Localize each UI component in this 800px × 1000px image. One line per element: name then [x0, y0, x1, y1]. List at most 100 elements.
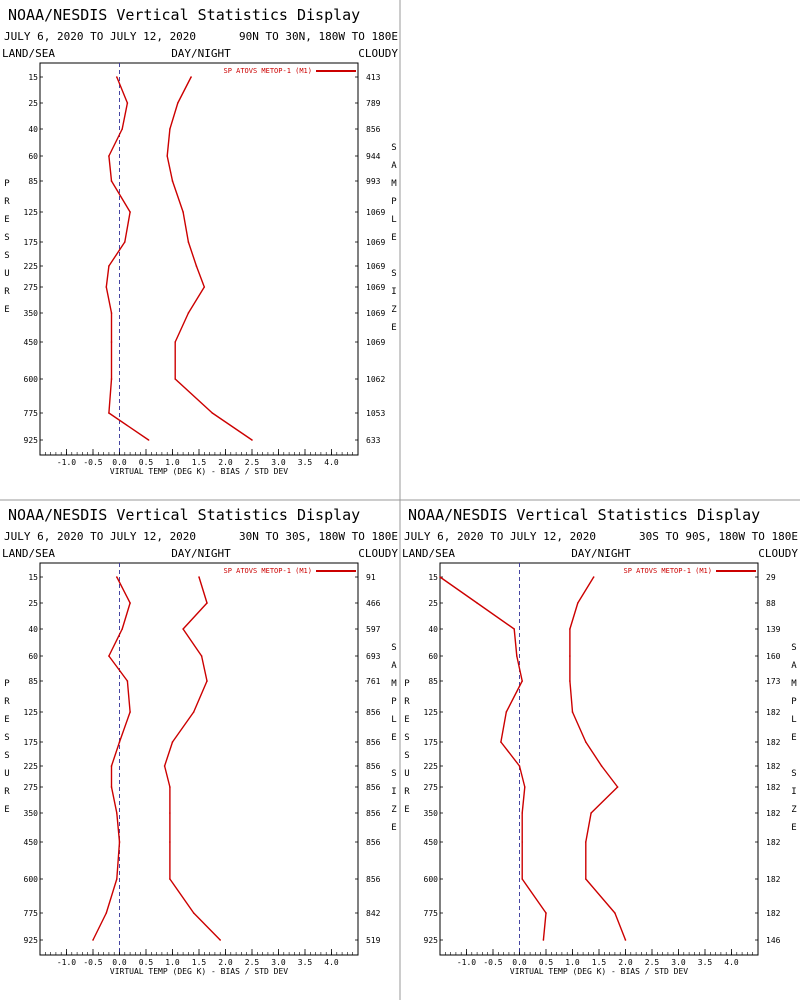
data-point-bias	[108, 655, 110, 657]
sample-size-label: 182	[766, 738, 781, 747]
land-sea-label: LAND/SEA	[2, 47, 55, 60]
y2-axis-label-letter: E	[391, 733, 396, 743]
x-tick-label: -0.5	[483, 958, 502, 967]
pressure-level-label: 775	[424, 909, 439, 918]
x-tick-label: -1.0	[57, 958, 76, 967]
data-point-bias	[105, 912, 108, 914]
data-point-bias	[108, 412, 110, 414]
data-point-bias	[476, 602, 478, 604]
y2-axis-label-letter: S	[391, 643, 396, 653]
pressure-level-label: 40	[428, 625, 438, 634]
y2-axis-label-letter: I	[391, 787, 396, 797]
y2-axis-label-letter: M	[391, 179, 397, 189]
y2-axis-label-letter: E	[391, 823, 396, 833]
data-point-bias	[116, 878, 118, 880]
x-tick-label: 4.0	[324, 958, 339, 967]
sample-size-label: 856	[366, 875, 381, 884]
data-point-bias	[524, 786, 526, 788]
day-night-label: DAY/NIGHT	[171, 47, 231, 60]
sample-size-label: 88	[766, 599, 776, 608]
data-point-std-dev	[251, 439, 253, 441]
y-axis-label-letter: S	[4, 233, 9, 243]
data-point-std-dev	[585, 741, 587, 743]
data-point-std-dev	[182, 211, 184, 213]
data-point-std-dev	[577, 602, 579, 604]
y2-axis-label-letter: S	[391, 769, 396, 779]
cloudy-label: CLOUDY	[758, 547, 798, 560]
y2-axis-label-letter: A	[391, 161, 397, 171]
chart-panel: NOAA/NESDIS Vertical Statistics Display J…	[402, 506, 798, 976]
data-point-bias	[116, 812, 118, 814]
pressure-level-label: 25	[28, 99, 38, 108]
data-point-std-dev	[585, 841, 587, 843]
data-point-std-dev	[169, 812, 171, 814]
pressure-level-label: 85	[28, 677, 38, 686]
data-point-std-dev	[169, 841, 171, 843]
y-axis-label-letter: R	[404, 697, 410, 707]
data-point-std-dev	[163, 765, 166, 767]
data-point-bias	[121, 128, 123, 130]
y2-axis-label-letter: S	[791, 643, 796, 653]
x-tick-label: -0.5	[83, 458, 102, 467]
region-label: 30S TO 90S, 180W TO 180E	[639, 530, 798, 543]
data-point-std-dev	[182, 628, 184, 630]
data-point-std-dev	[190, 76, 192, 78]
data-point-bias	[116, 76, 118, 78]
sample-size-label: 633	[366, 436, 381, 445]
sample-size-label: 173	[766, 677, 781, 686]
y2-axis-label-letter: I	[391, 287, 396, 297]
x-tick-label: 1.5	[192, 958, 207, 967]
data-point-bias	[92, 939, 94, 941]
sample-size-label: 1053	[366, 409, 385, 418]
series-line-std-dev	[569, 576, 627, 941]
sample-size-label: 139	[766, 625, 781, 634]
pressure-level-label: 175	[424, 738, 439, 747]
sample-size-label: 856	[366, 738, 381, 747]
sample-size-label: 182	[766, 762, 781, 771]
sample-size-label: 182	[766, 875, 781, 884]
pressure-level-label: 40	[28, 625, 38, 634]
data-point-bias	[118, 741, 121, 743]
pressure-level-label: 225	[424, 762, 439, 771]
sample-size-label: 519	[366, 936, 381, 945]
legend-label: SP ATOVS METOP-1 (M1)	[623, 567, 712, 575]
x-axis-label: VIRTUAL TEMP (DEG K) - BIAS / STD DEV	[510, 967, 688, 976]
y-axis-label-letter: E	[4, 805, 9, 815]
pressure-level-label: 175	[24, 738, 39, 747]
pressure-level-label: 60	[28, 652, 38, 661]
data-point-bias	[513, 628, 515, 630]
y-axis-label-letter: U	[404, 769, 409, 779]
y2-axis-label-letter: L	[391, 715, 396, 725]
y2-axis-label-letter: S	[791, 769, 796, 779]
x-tick-label: 3.0	[671, 958, 686, 967]
data-point-std-dev	[211, 412, 214, 414]
data-point-bias	[110, 786, 113, 788]
y-axis-label-letter: R	[404, 787, 410, 797]
date-range: JULY 6, 2020 TO JULY 12, 2020	[4, 530, 196, 543]
y-axis-label-letter: R	[4, 197, 10, 207]
x-tick-label: 1.5	[592, 958, 607, 967]
pressure-level-label: 600	[24, 875, 39, 884]
date-range: JULY 6, 2020 TO JULY 12, 2020	[4, 30, 196, 43]
x-tick-label: 3.5	[298, 958, 313, 967]
sample-size-label: 1069	[366, 238, 385, 247]
data-point-bias	[505, 711, 508, 713]
sample-size-label: 856	[366, 762, 381, 771]
pressure-level-label: 450	[24, 338, 39, 347]
sample-size-label: 29	[766, 573, 776, 582]
date-range: JULY 6, 2020 TO JULY 12, 2020	[404, 530, 596, 543]
pressure-level-label: 175	[24, 238, 39, 247]
pressure-level-label: 600	[424, 875, 439, 884]
pressure-level-label: 125	[24, 708, 39, 717]
land-sea-label: LAND/SEA	[402, 547, 455, 560]
data-point-bias	[126, 680, 129, 682]
data-point-std-dev	[600, 765, 603, 767]
pressure-level-label: 925	[24, 436, 39, 445]
data-point-std-dev	[169, 878, 171, 880]
sample-size-label: 146	[766, 936, 781, 945]
sample-size-label: 856	[366, 708, 381, 717]
series-line-bias	[439, 576, 547, 941]
pressure-level-label: 275	[424, 783, 439, 792]
data-point-bias	[124, 241, 126, 243]
